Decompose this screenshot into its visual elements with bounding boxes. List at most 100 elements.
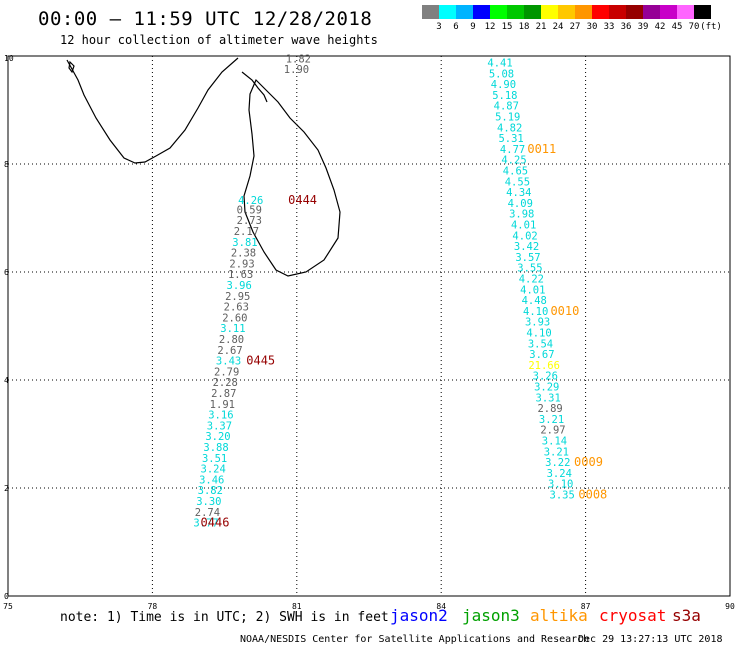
wave-height-value: 5.19 <box>495 111 520 123</box>
wave-height-value: 2.28 <box>213 377 238 389</box>
scale-swatch <box>626 5 643 19</box>
wave-height-value: 4.25 <box>501 155 526 167</box>
x-tick-label: 75 <box>3 602 13 611</box>
pass-time-label: 0444 <box>288 193 317 207</box>
track-time-labels: 0444 0445 0446 0011 0010 0009 0008 <box>201 142 608 530</box>
wave-height-value: 3.16 <box>208 410 233 422</box>
scale-swatch <box>473 5 490 19</box>
india-coastline <box>66 57 239 164</box>
wave-height-value: 3.54 <box>528 338 553 350</box>
wave-height-value: 5.18 <box>492 90 517 102</box>
y-tick-label: 10 <box>4 54 14 63</box>
x-tick-label: 87 <box>581 602 591 611</box>
wave-height-value: 3.21 <box>544 446 569 458</box>
lat-lon-grid <box>8 56 730 596</box>
wave-height-value: 2.63 <box>224 302 249 314</box>
wave-height-value: 3.24 <box>547 468 572 480</box>
y-tick-label: 4 <box>4 376 9 385</box>
scale-swatch <box>592 5 609 19</box>
wave-height-value: 2.17 <box>234 226 259 238</box>
coastline <box>66 57 341 277</box>
wave-height-value: 2.89 <box>537 403 562 415</box>
india-north-east-coast <box>241 71 268 103</box>
scale-label: 45 <box>671 22 683 32</box>
wave-height-value: 4.01 <box>511 219 536 231</box>
y-tick-label: 6 <box>4 268 9 277</box>
wave-height-value: 3.43 <box>216 356 241 368</box>
scale-label: 18 <box>518 22 530 32</box>
map-frame <box>7 55 731 597</box>
scale-label: 21 <box>535 22 547 32</box>
wave-height-value: 0.59 <box>237 204 262 216</box>
track-value-labels: 1.821.90 4.260.592.732.173.812.382.931.63… <box>193 54 574 530</box>
wave-height-value: 4.41 <box>487 57 512 69</box>
scale-label: 27 <box>569 22 581 32</box>
wave-height-value: 1.63 <box>228 269 253 281</box>
wave-height-value: 3.51 <box>202 453 227 465</box>
wave-height-value: 4.82 <box>497 122 522 134</box>
wave-height-value: 4.09 <box>508 198 533 210</box>
units-note: note: 1) Time is in UTC; 2) SWH is in fe… <box>60 610 389 625</box>
wave-height-value: 3.82 <box>198 485 223 497</box>
wave-height-value: 3.21 <box>539 414 564 426</box>
wave-height-value: 2.79 <box>214 366 239 378</box>
satellite-legend-jason3: jason3 <box>462 606 520 625</box>
satellite-legend-altika: altika <box>530 606 588 625</box>
wave-height-color-scale <box>422 5 711 19</box>
scale-label: 3 <box>436 22 442 32</box>
wave-height-value: 3.81 <box>232 237 257 249</box>
scale-label: 24 <box>552 22 564 32</box>
wave-height-value: 2.80 <box>219 334 244 346</box>
wave-height-value: 21.66 <box>528 360 560 372</box>
satellite-legend-cryosat: cryosat <box>599 606 667 625</box>
scale-swatch <box>490 5 507 19</box>
wave-height-value: 4.34 <box>506 187 531 199</box>
scale-swatch <box>439 5 456 19</box>
wave-height-value: 5.31 <box>498 133 523 145</box>
scale-swatch <box>694 5 711 19</box>
scale-swatch <box>677 5 694 19</box>
wave-height-value: 1.91 <box>210 399 235 411</box>
wave-height-value: 4.02 <box>512 230 537 242</box>
scale-label: 9 <box>470 22 476 32</box>
scale-swatch <box>558 5 575 19</box>
wave-height-value: 3.14 <box>542 435 567 447</box>
wave-height-value: 2.97 <box>540 425 565 437</box>
wave-height-value: 3.22 <box>545 457 570 469</box>
scale-label: 39 <box>637 22 649 32</box>
wave-height-value: 3.98 <box>509 209 534 221</box>
satellite-legend-jason2: jason2 <box>390 606 448 625</box>
wave-height-value: 4.26 <box>238 195 263 207</box>
wave-height-value: 2.93 <box>229 258 254 270</box>
wave-height-value: 3.29 <box>534 381 559 393</box>
wave-height-value: 3.77 <box>193 518 218 530</box>
x-tick-label: 90 <box>725 602 735 611</box>
scale-swatch <box>422 5 439 19</box>
scale-swatch <box>456 5 473 19</box>
wave-height-value: 3.24 <box>201 464 226 476</box>
scale-swatch <box>643 5 660 19</box>
wave-height-value: 4.55 <box>505 176 530 188</box>
scale-label: 70 <box>688 22 700 32</box>
wave-height-value: 5.08 <box>489 68 514 80</box>
wave-height-value: 4.10 <box>523 306 548 318</box>
pass-time-label: 0011 <box>527 142 556 156</box>
wave-height-value: 1.90 <box>284 64 309 76</box>
pass-time-label: 0008 <box>578 487 607 501</box>
wave-height-value: 3.11 <box>220 323 245 335</box>
small-island <box>68 60 75 74</box>
wave-height-value: 4.87 <box>494 101 519 113</box>
wave-height-value: 3.55 <box>517 263 542 275</box>
wave-height-value: 3.88 <box>203 442 228 454</box>
scale-swatch <box>609 5 626 19</box>
wave-height-value: 3.26 <box>533 371 558 383</box>
scale-label: 42 <box>654 22 666 32</box>
wave-height-value: 2.67 <box>217 345 242 357</box>
wave-height-value: 2.73 <box>237 215 262 227</box>
wave-height-value: 4.65 <box>503 165 528 177</box>
pass-time-label: 0009 <box>574 455 603 469</box>
scale-swatch <box>507 5 524 19</box>
wave-height-value: 3.10 <box>548 479 573 491</box>
wave-height-value: 3.37 <box>207 420 232 432</box>
